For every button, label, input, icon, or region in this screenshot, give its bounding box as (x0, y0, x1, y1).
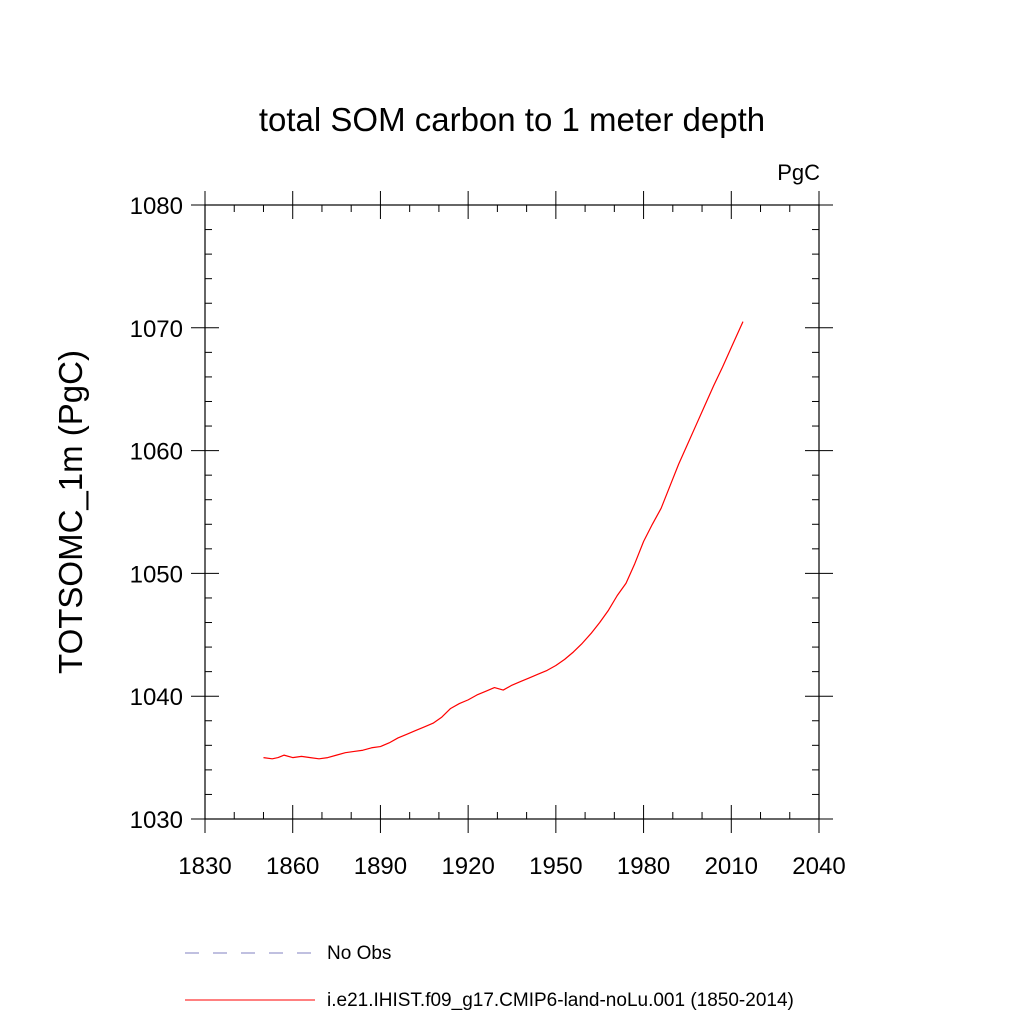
series-line-0 (263, 321, 744, 760)
series-layer (263, 321, 744, 760)
y-tick-label-1030: 1030 (130, 807, 183, 834)
y-tick-label-1040: 1040 (130, 684, 183, 711)
legend-label-model: i.e21.IHIST.f09_g17.CMIP6-land-noLu.001 … (327, 990, 794, 1011)
x-tick-label-1830: 1830 (178, 853, 231, 880)
x-tick-label-1890: 1890 (354, 853, 407, 880)
y-axis-label: TOTSOMC_1m (PgC) (52, 350, 89, 674)
x-tick-label-1980: 1980 (617, 853, 670, 880)
legend: No Obs i.e21.IHIST.f09_g17.CMIP6-land-no… (185, 943, 794, 1011)
x-tick-label-1920: 1920 (441, 853, 494, 880)
units-label: PgC (777, 160, 820, 185)
y-tick-label-1070: 1070 (130, 316, 183, 343)
y-tick-label-1060: 1060 (130, 439, 183, 466)
x-tick-label-1860: 1860 (266, 853, 319, 880)
y-tick-label-1080: 1080 (130, 193, 183, 220)
y-tick-label-1050: 1050 (130, 561, 183, 588)
axis-tick-labels: 1830 1860 1890 1920 1950 1980 2010 2040 1030 1040… (130, 193, 846, 880)
x-tick-label-1950: 1950 (529, 853, 582, 880)
x-tick-label-2040: 2040 (792, 853, 845, 880)
legend-label-no-obs: No Obs (327, 943, 391, 964)
plot-frame (204, 204, 820, 820)
chart-title: total SOM carbon to 1 meter depth (259, 101, 765, 138)
x-tick-label-2010: 2010 (705, 853, 758, 880)
axis-ticks (191, 191, 833, 833)
